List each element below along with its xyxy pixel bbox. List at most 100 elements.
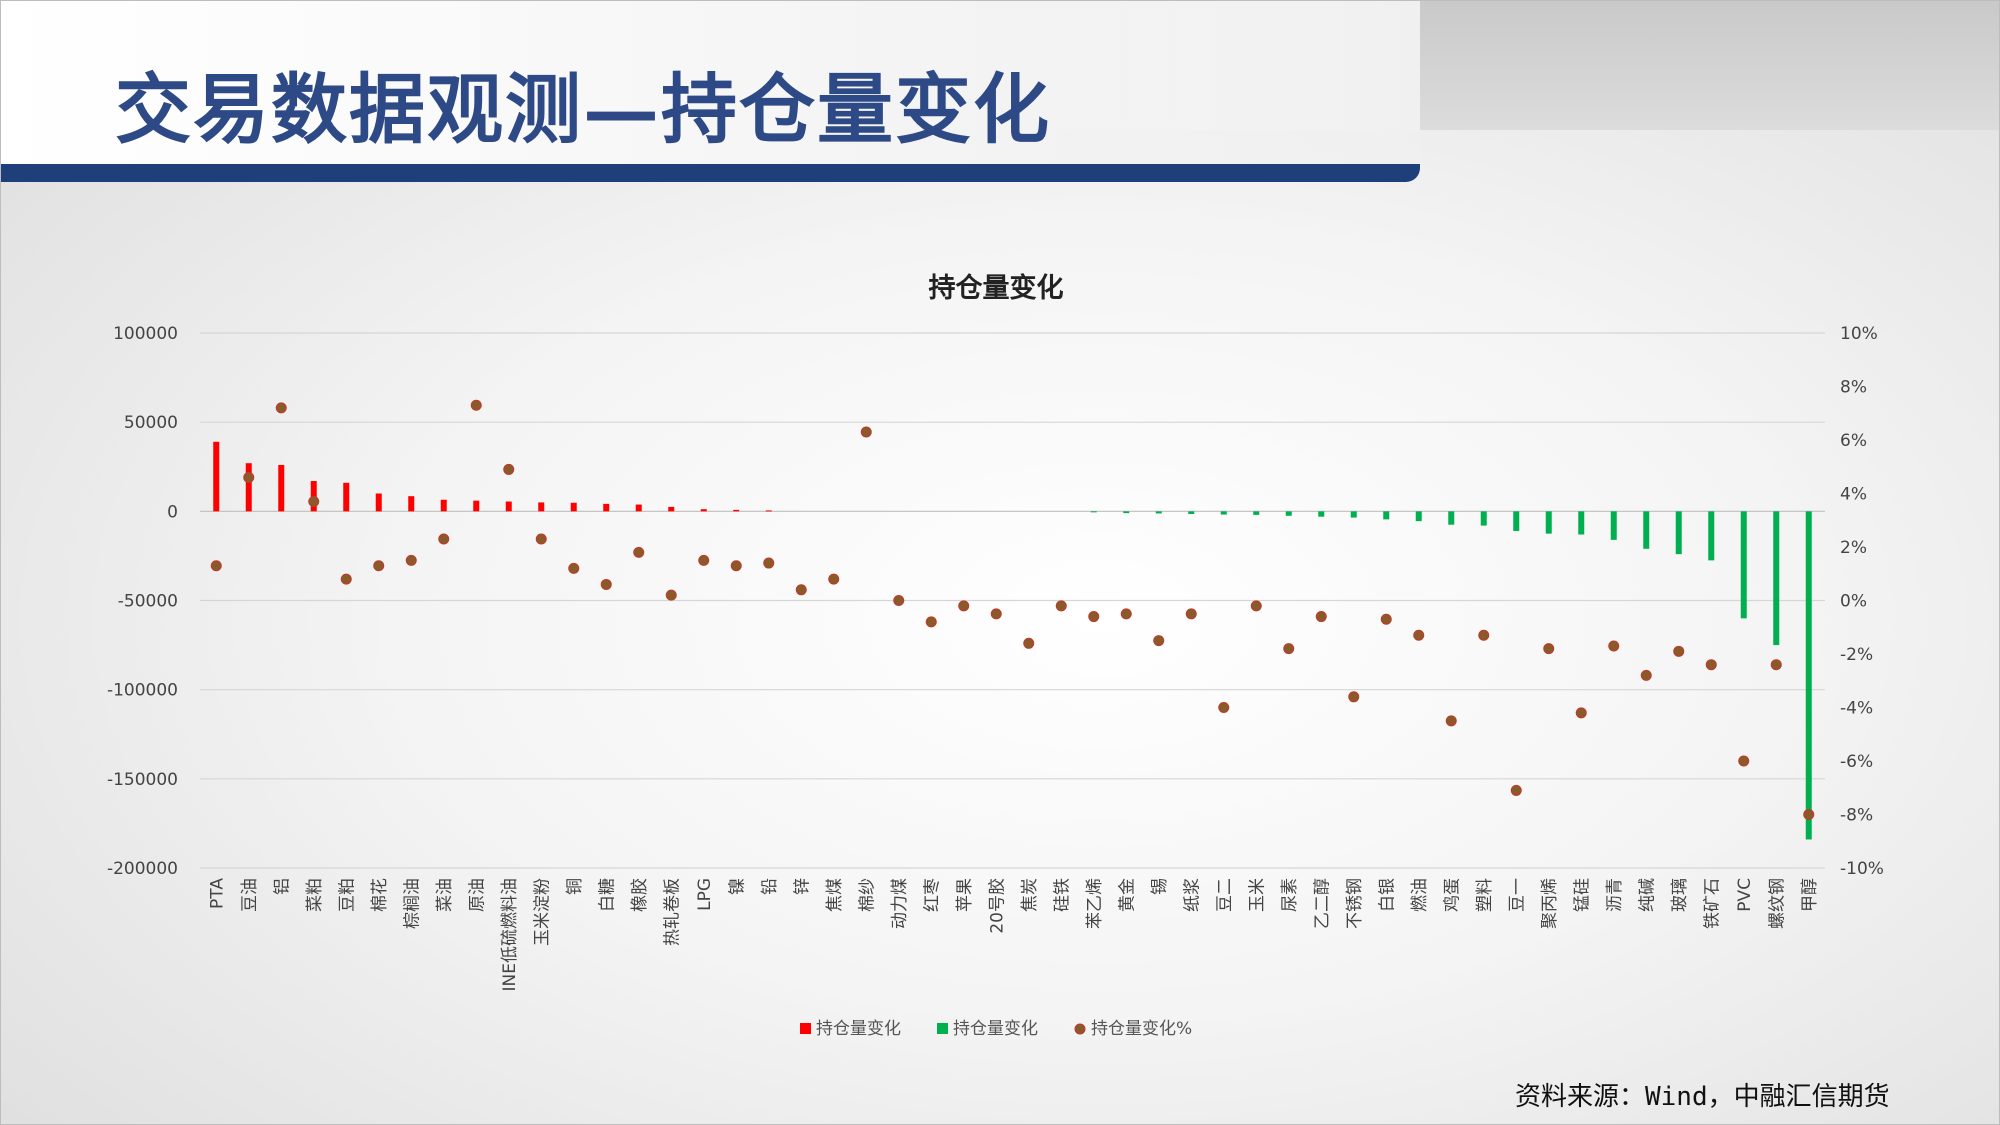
x-category-label: 白银: [1377, 878, 1397, 912]
pct-change-point: [763, 557, 775, 569]
x-category-label: INE低硫燃料油: [500, 878, 520, 991]
x-category-label: 棉花: [370, 878, 390, 912]
y-left-tick-label: -200000: [107, 859, 178, 879]
pct-change-point: [1348, 691, 1360, 703]
bar-increase: [440, 499, 447, 512]
y-right-tick-label: 2%: [1840, 538, 1867, 558]
x-category-label: 乙二醇: [1312, 878, 1332, 929]
pct-change-point: [1478, 629, 1490, 641]
x-category-label: 尿素: [1280, 878, 1300, 912]
pct-change-point: [925, 616, 937, 628]
y-right-tick-label: 0%: [1840, 592, 1867, 612]
bar-decrease: [1123, 511, 1130, 514]
legend-label: 持仓量变化%: [1091, 1019, 1192, 1039]
page-title: 交易数据观测—持仓量变化: [115, 65, 1051, 154]
pct-change-point: [210, 560, 222, 572]
y-left-tick-label: -50000: [118, 592, 178, 612]
x-category-label: 棕榈油: [402, 878, 422, 929]
y-right-tick-label: -6%: [1840, 752, 1873, 772]
bar-decrease: [1643, 511, 1650, 549]
x-category-label: 菜油: [435, 878, 455, 912]
y-right-tick-label: 6%: [1840, 431, 1867, 451]
pct-change-point: [860, 426, 872, 438]
x-category-label: 动力煤: [890, 878, 910, 929]
pct-change-point: [1218, 702, 1230, 713]
y-right-tick-label: -2%: [1840, 645, 1873, 665]
pct-change-point: [698, 554, 710, 566]
x-category-label: 豆粕: [337, 878, 357, 912]
pct-change-point: [1770, 659, 1782, 671]
x-category-label: 豆二: [1215, 878, 1235, 912]
bar-increase: [375, 493, 382, 512]
x-category-label: 焦煤: [825, 878, 845, 912]
x-category-label: 锌: [792, 878, 812, 895]
pct-change-point: [1088, 611, 1100, 623]
bar-decrease: [1285, 511, 1292, 516]
legend-swatch: [937, 1023, 948, 1034]
pct-change-point: [1185, 608, 1197, 620]
bar-decrease: [1545, 511, 1552, 534]
pct-change-point: [1608, 640, 1620, 652]
legend-swatch: [1074, 1023, 1086, 1035]
bar-increase: [538, 502, 545, 512]
pct-change-point: [568, 562, 580, 574]
x-category-label: 20号胶: [987, 878, 1007, 934]
pct-change-point: [438, 533, 450, 545]
bar-increase: [733, 509, 740, 512]
bar-increase: [343, 482, 350, 512]
pct-change-point: [503, 463, 515, 475]
x-category-label: 热轧卷板: [662, 878, 682, 946]
x-category-label: 燃油: [1410, 878, 1430, 912]
bar-decrease: [1090, 511, 1097, 513]
pct-change-point: [243, 471, 255, 483]
pct-change-point: [730, 560, 742, 572]
pct-change-point: [1153, 635, 1165, 647]
bar-decrease: [1773, 511, 1780, 646]
y-right-tick-label: 10%: [1840, 324, 1878, 344]
x-category-label: 苯乙烯: [1085, 878, 1105, 929]
x-category-label: 纯碱: [1637, 878, 1657, 912]
pct-change-point: [1738, 755, 1750, 767]
pct-change-point: [340, 573, 352, 585]
pct-change-point: [535, 533, 547, 545]
x-category-label: 聚丙烯: [1540, 878, 1560, 929]
source-note: 资料来源：Wind，中融汇信期货: [1515, 1082, 1890, 1112]
x-category-label: 铁矿石: [1702, 878, 1722, 929]
title-underline-bar: [0, 164, 1420, 182]
x-category-label: 焦炭: [1020, 878, 1040, 912]
x-category-label: 白糖: [597, 878, 617, 912]
y-right-tick-label: -10%: [1840, 859, 1884, 879]
pct-change-point: [1413, 629, 1425, 641]
x-category-label: 沥青: [1605, 878, 1625, 912]
bar-increase: [765, 510, 772, 512]
y-left-tick-label: -100000: [107, 681, 178, 701]
bar-decrease: [1253, 511, 1260, 515]
bar-increase: [700, 509, 707, 512]
y-left-tick-label: -150000: [107, 770, 178, 790]
bar-increase: [570, 502, 577, 512]
y-right-tick-label: -8%: [1840, 806, 1873, 826]
x-category-label: 铝: [272, 878, 292, 895]
pct-change-point: [1315, 611, 1327, 623]
bar-increase: [278, 464, 285, 512]
bar-decrease: [1350, 511, 1357, 518]
bar-increase: [408, 496, 415, 512]
title-band: [0, 0, 1420, 170]
pct-change-point: [470, 399, 482, 411]
bar-increase: [473, 500, 480, 512]
bar-decrease: [1610, 511, 1617, 540]
x-category-label: 锰硅: [1572, 878, 1592, 912]
bar-increase: [245, 463, 252, 512]
pct-change-point: [373, 560, 385, 572]
y-right-tick-label: 8%: [1840, 378, 1867, 398]
pct-change-point: [1250, 600, 1262, 612]
pct-change-point: [308, 496, 320, 508]
pct-change-point: [1445, 715, 1457, 727]
bar-decrease: [1578, 511, 1585, 535]
bar-decrease: [1708, 511, 1715, 561]
x-category-label: 不锈钢: [1345, 878, 1365, 929]
pct-change-point: [828, 573, 840, 585]
pct-change-point: [1283, 643, 1295, 655]
pct-change-point: [600, 578, 612, 590]
x-category-label: 玻璃: [1670, 878, 1690, 912]
